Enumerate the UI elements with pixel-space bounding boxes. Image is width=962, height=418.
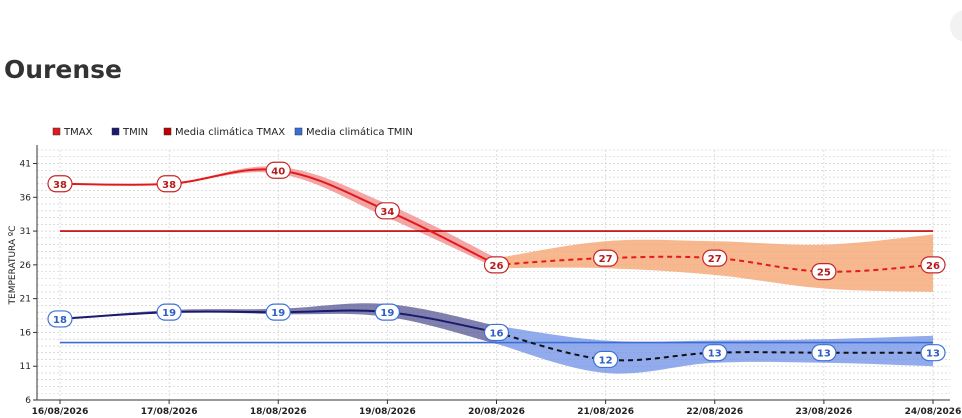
y-tick-label: 21 bbox=[20, 295, 31, 305]
data-label-text: 19 bbox=[271, 308, 285, 319]
x-tick-label: 17/08/2026 bbox=[141, 407, 198, 417]
x-tick-label: 24/08/2026 bbox=[905, 407, 962, 417]
tmin-data-label: 18 bbox=[47, 310, 73, 328]
legend-label: TMIN bbox=[122, 127, 148, 138]
data-label-text: 38 bbox=[162, 180, 176, 191]
legend-item: TMIN bbox=[111, 127, 148, 138]
data-label-bubble bbox=[811, 344, 837, 362]
tmin-data-label: 12 bbox=[593, 350, 619, 369]
data-label-text: 40 bbox=[271, 166, 285, 177]
data-label-text: 13 bbox=[817, 349, 831, 360]
x-tick-label: 16/08/2026 bbox=[32, 407, 89, 417]
data-label-bubble bbox=[920, 344, 946, 362]
tmax-observed-band bbox=[60, 166, 497, 269]
tmax-data-label: 26 bbox=[920, 256, 946, 274]
tmax-data-label: 26 bbox=[483, 256, 510, 274]
tmin-data-label: 19 bbox=[156, 303, 182, 321]
x-tick-label: 18/08/2026 bbox=[250, 407, 307, 417]
data-label-text: 19 bbox=[162, 308, 176, 319]
x-tick-label: 19/08/2026 bbox=[359, 407, 416, 417]
y-tick-label: 36 bbox=[20, 193, 32, 203]
tmax-data-label: 34 bbox=[374, 202, 400, 220]
data-label-bubble bbox=[920, 256, 946, 274]
data-label-bubble bbox=[702, 344, 728, 362]
legend-label: Media climática TMAX bbox=[175, 126, 285, 138]
data-label-text: 27 bbox=[708, 254, 722, 265]
data-label-bubble bbox=[47, 310, 73, 328]
tmin-forecast-line bbox=[496, 331, 933, 362]
data-label-bubble bbox=[483, 323, 510, 342]
legend-label: Media climática TMIN bbox=[306, 126, 413, 138]
tmin-data-label: 19 bbox=[374, 303, 400, 321]
legend-swatch bbox=[163, 127, 172, 136]
y-tick-label: 16 bbox=[20, 328, 32, 338]
data-label-text: 18 bbox=[53, 315, 67, 326]
data-label-bubble bbox=[265, 161, 291, 179]
y-tick-label: 6 bbox=[25, 396, 31, 406]
data-label-bubble bbox=[593, 249, 619, 267]
legend-item: TMAX bbox=[52, 127, 93, 138]
tmax-data-label: 27 bbox=[593, 249, 619, 267]
data-label-bubble bbox=[374, 202, 400, 220]
y-tick-label: 11 bbox=[20, 362, 31, 372]
climate-mean-lines bbox=[60, 230, 933, 344]
data-label-text: 34 bbox=[380, 207, 394, 218]
legend-label: TMAX bbox=[63, 127, 93, 138]
data-label-bubble bbox=[47, 175, 73, 193]
data-label-text: 26 bbox=[490, 261, 504, 272]
data-label-bubble bbox=[374, 303, 400, 321]
corner-button[interactable] bbox=[950, 10, 962, 42]
data-labels: 38 38 40 34 26 27 27 25 26 18 19 19 19 16 12 13 13 13 bbox=[47, 161, 946, 369]
legend-swatch bbox=[111, 127, 120, 136]
tmin-data-label: 13 bbox=[811, 344, 837, 362]
tmax-data-label: 38 bbox=[47, 175, 73, 193]
tmin-data-label: 13 bbox=[702, 344, 728, 362]
x-tick-label: 20/08/2026 bbox=[468, 407, 525, 417]
tmin-data-label: 19 bbox=[265, 303, 291, 321]
y-axis-title: TEMPERATURA ºC bbox=[8, 226, 18, 306]
data-label-text: 19 bbox=[380, 308, 394, 319]
legend-swatch bbox=[294, 127, 303, 136]
data-label-text: 26 bbox=[926, 261, 940, 272]
data-label-bubble bbox=[483, 256, 510, 274]
tmax-data-label: 25 bbox=[811, 263, 837, 281]
data-label-text: 12 bbox=[599, 355, 613, 366]
x-tick-label: 23/08/2026 bbox=[796, 407, 853, 417]
data-label-bubble bbox=[593, 350, 619, 369]
data-label-bubble bbox=[156, 175, 182, 193]
data-label-bubble bbox=[265, 303, 291, 321]
tmax-data-label: 40 bbox=[265, 161, 291, 179]
tmax-data-label: 27 bbox=[702, 249, 728, 267]
y-tick-label: 26 bbox=[20, 261, 32, 271]
legend: TMAX TMIN Media climática TMAX Media climát… bbox=[52, 126, 413, 138]
page-title: Ourense bbox=[4, 55, 122, 84]
data-label-text: 13 bbox=[926, 349, 940, 360]
data-label-bubble bbox=[702, 249, 728, 267]
data-label-text: 38 bbox=[53, 180, 67, 191]
legend-swatch bbox=[52, 127, 61, 136]
data-label-text: 13 bbox=[708, 349, 722, 360]
legend-item: Media climática TMIN bbox=[294, 126, 413, 138]
tmin-data-label: 16 bbox=[483, 323, 510, 342]
y-tick-label: 31 bbox=[20, 227, 31, 237]
y-tick-label: 41 bbox=[20, 160, 31, 170]
data-label-text: 27 bbox=[599, 254, 613, 265]
tmin-data-label: 13 bbox=[920, 344, 946, 362]
x-tick-label: 21/08/2026 bbox=[577, 407, 634, 417]
data-label-bubble bbox=[811, 263, 837, 281]
tmax-data-label: 38 bbox=[156, 175, 182, 193]
x-tick-label: 22/08/2026 bbox=[686, 407, 743, 417]
data-label-bubble bbox=[156, 303, 182, 321]
data-label-text: 25 bbox=[817, 268, 831, 279]
legend-item: Media climática TMAX bbox=[163, 126, 285, 138]
data-label-text: 16 bbox=[490, 328, 504, 339]
axes: 6 11 16 21 26 31 36 41 16/08/2026 17/08/2026 18/08… bbox=[8, 145, 961, 417]
